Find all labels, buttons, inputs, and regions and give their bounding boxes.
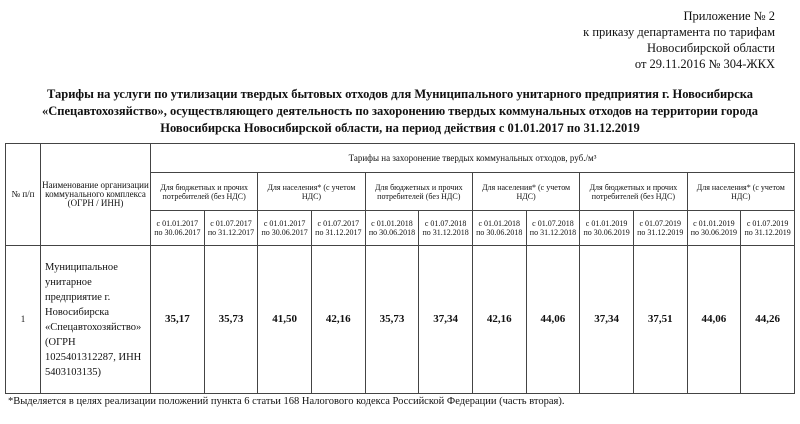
period-cell: с 01.01.2019 по 30.06.2019 <box>686 210 742 246</box>
tariff-value: 44,06 <box>686 245 742 394</box>
title-line: Тарифы на услуги по утилизации твердых б… <box>46 87 754 101</box>
row-number: 1 <box>5 245 41 394</box>
header-line: от 29.11.2016 № 304-ЖКХ <box>634 57 775 71</box>
tariff-value: 37,51 <box>632 245 688 394</box>
footnote: *Выделяется в целях реализации положений… <box>8 396 565 407</box>
tariff-value: 35,17 <box>150 245 205 394</box>
group-cell: Для бюджетных и прочих потребителей (без… <box>579 172 688 211</box>
header: Приложение № 2 к приказу департамента по … <box>583 8 775 72</box>
title-line: Новосибирска Новосибирской области, на п… <box>160 121 640 135</box>
period-cell: с 01.07.2017 по 31.12.2017 <box>310 210 366 246</box>
tariff-value: 41,50 <box>257 245 312 394</box>
group-cell: Для населения* (с учетом НДС) <box>257 172 366 211</box>
tariff-value: 44,26 <box>740 245 795 394</box>
period-cell: с 01.07.2017 по 31.12.2017 <box>203 210 259 246</box>
tariff-value: 35,73 <box>203 245 259 394</box>
period-cell: с 01.01.2017 по 30.06.2017 <box>257 210 312 246</box>
period-cell: с 01.01.2018 по 30.06.2018 <box>471 210 527 246</box>
group-cell: Для населения* (с учетом НДС) <box>686 172 796 211</box>
header-cell: Тарифы на захоронение твердых коммунальн… <box>150 143 795 173</box>
header-line: Новосибирской области <box>646 41 775 55</box>
title-line: «Спецавтохозяйство», осуществляющего дея… <box>42 104 758 118</box>
header-line: Приложение № 2 <box>683 9 775 23</box>
tariff-value: 42,16 <box>471 245 527 394</box>
org-name: Муниципальное унитарное предприятие г. Н… <box>40 245 151 394</box>
period-cell: с 01.01.2017 по 30.06.2017 <box>150 210 205 246</box>
period-cell: с 01.07.2019 по 31.12.2019 <box>740 210 795 246</box>
period-cell: с 01.01.2019 по 30.06.2019 <box>579 210 634 246</box>
tariff-value: 35,73 <box>364 245 420 394</box>
header-row: с 01.01.2017 по 30.06.2017 с 01.07.2017 п… <box>6 210 795 246</box>
header-cell: № п/п <box>5 143 41 246</box>
group-cell: Для населения* (с учетом НДС) <box>471 172 581 211</box>
tariff-value: 37,34 <box>579 245 634 394</box>
period-cell: с 01.07.2019 по 31.12.2019 <box>632 210 688 246</box>
header-row: № п/п Наименование организации коммунальн… <box>5 143 795 246</box>
header-cell: Наименование организации коммунального к… <box>40 143 151 246</box>
data-row: 1 Муниципальное унитарное предприятие г. … <box>5 245 795 394</box>
tariff-value: 42,16 <box>310 245 366 394</box>
group-cell: Для бюджетных и прочих потребителей (без… <box>149 172 259 211</box>
period-cell: с 01.01.2018 по 30.06.2018 <box>364 210 420 246</box>
period-cell: с 01.07.2018 по 31.12.2018 <box>525 210 581 246</box>
header-line: к приказу департамента по тарифам <box>583 25 775 39</box>
tariff-value: 44,06 <box>525 245 581 394</box>
period-cell: с 01.07.2018 по 31.12.2018 <box>418 210 473 246</box>
title: Тарифы на услуги по утилизации твердых б… <box>0 86 800 137</box>
tariff-value: 37,34 <box>418 245 473 394</box>
tariff-table: № п/п Наименование организации коммунальн… <box>5 143 796 394</box>
group-cell: Для бюджетных и прочих потребителей (без… <box>364 172 473 211</box>
header-row: Для бюджетных и прочих потребителей (без… <box>6 172 796 211</box>
